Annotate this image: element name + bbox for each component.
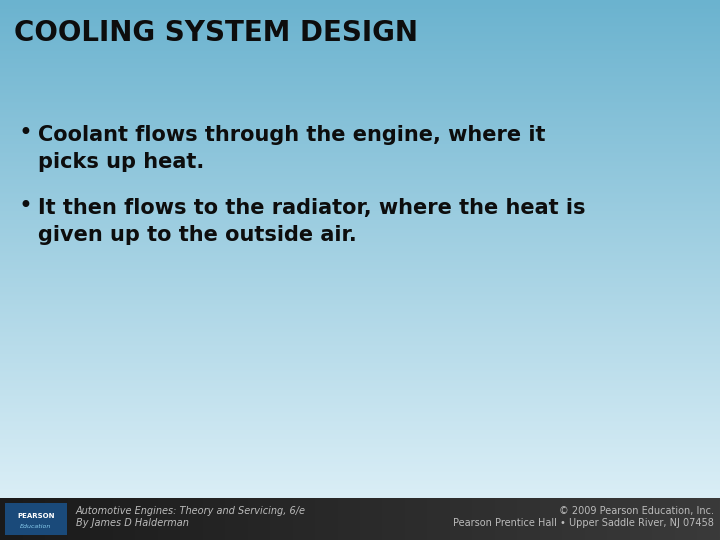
Text: •: • (18, 121, 32, 145)
Text: © 2009 Pearson Education, Inc.: © 2009 Pearson Education, Inc. (559, 506, 714, 516)
Text: Automotive Engines: Theory and Servicing, 6/e: Automotive Engines: Theory and Servicing… (76, 506, 306, 516)
Text: picks up heat.: picks up heat. (38, 152, 204, 172)
Text: given up to the outside air.: given up to the outside air. (38, 225, 356, 245)
Text: Coolant flows through the engine, where it: Coolant flows through the engine, where … (38, 125, 546, 145)
Text: By James D Halderman: By James D Halderman (76, 518, 189, 528)
Text: It then flows to the radiator, where the heat is: It then flows to the radiator, where the… (38, 198, 585, 218)
Text: PEARSON: PEARSON (17, 513, 55, 519)
Bar (5, 503, 67, 535)
Text: COOLING SYSTEM DESIGN: COOLING SYSTEM DESIGN (14, 19, 418, 47)
Text: Pearson Prentice Hall • Upper Saddle River, NJ 07458: Pearson Prentice Hall • Upper Saddle Riv… (453, 518, 714, 528)
Text: Education: Education (20, 523, 52, 529)
Text: •: • (18, 194, 32, 218)
